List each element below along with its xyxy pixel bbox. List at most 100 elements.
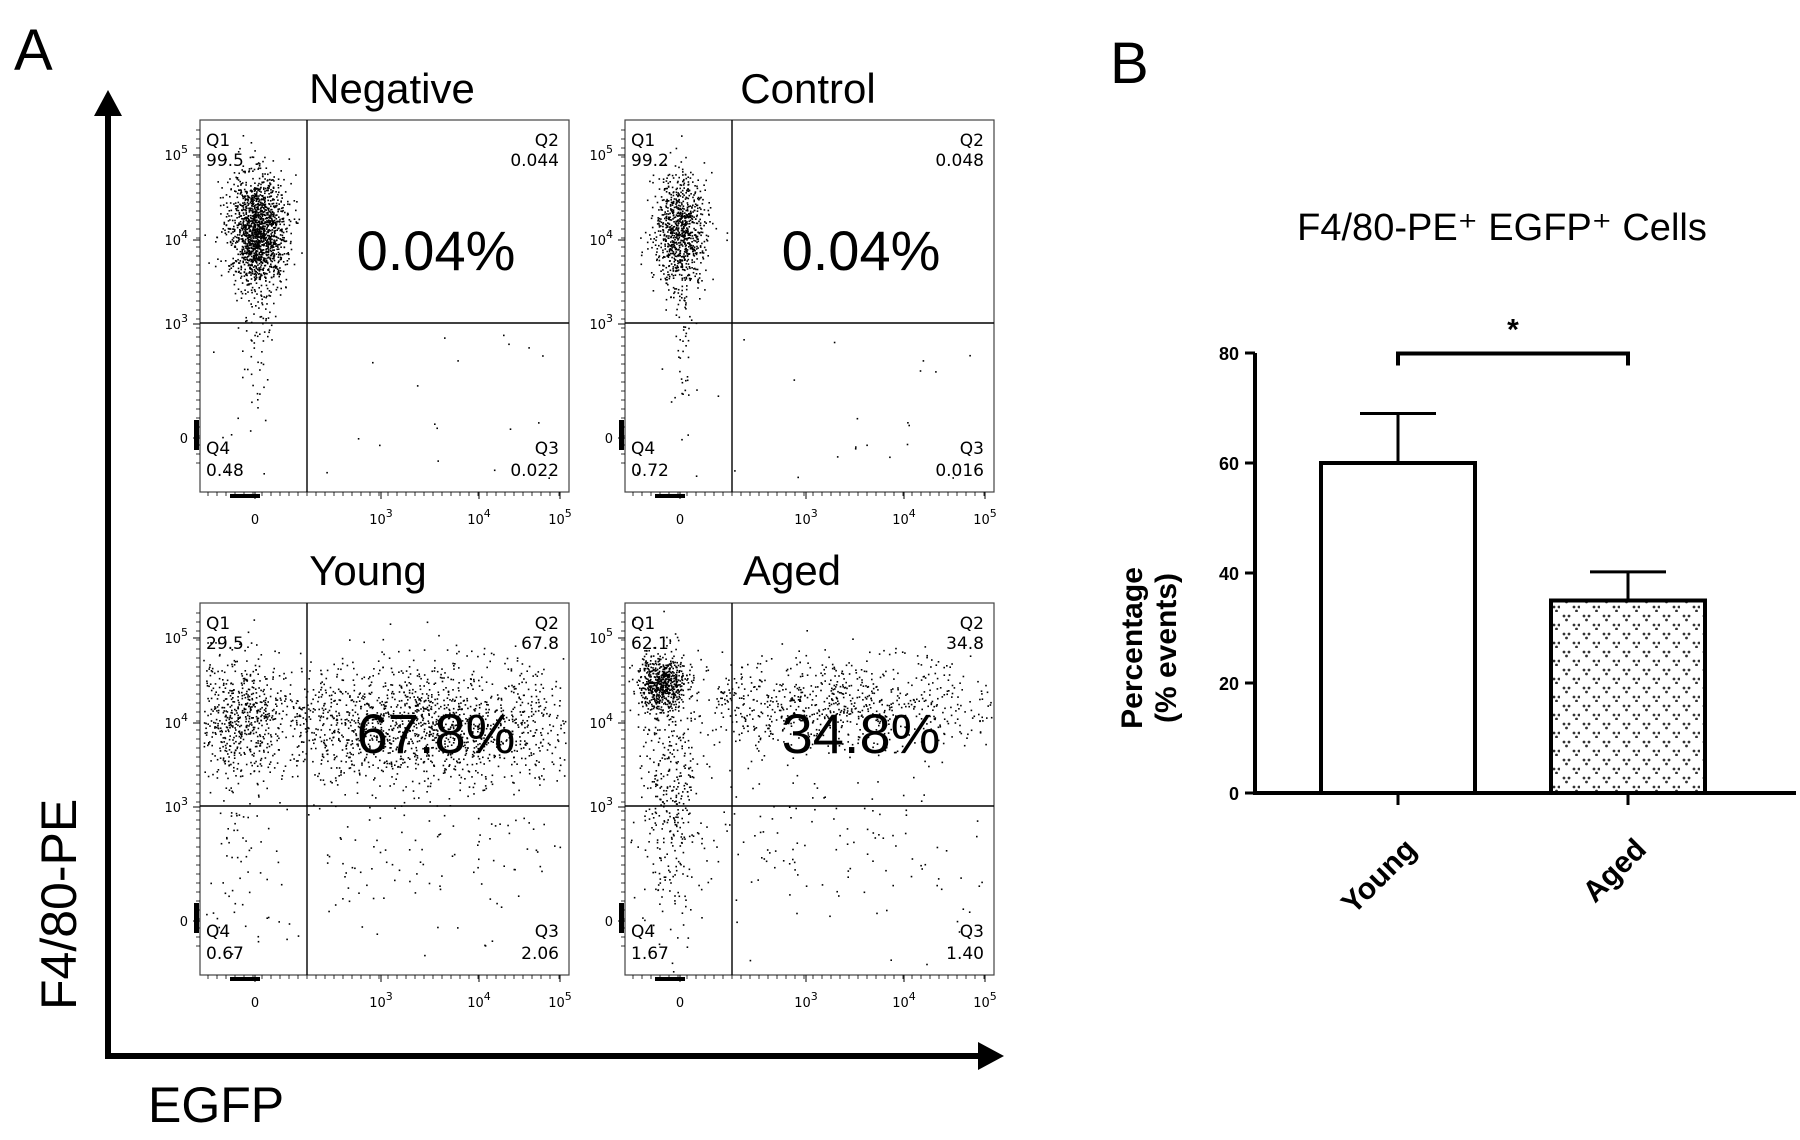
x-tick-label: 105 <box>548 507 572 528</box>
bar-y-tick-label: 60 <box>1219 454 1239 474</box>
y-tick-label: 103 <box>164 312 188 333</box>
q2-label: Q2 <box>960 614 984 634</box>
y-tick-label: 0 <box>605 432 613 447</box>
y-tick-label: 105 <box>589 626 613 647</box>
event-dots <box>637 135 971 479</box>
significance-star: * <box>1507 314 1519 347</box>
q1-label: Q1 <box>206 131 230 151</box>
event-dots <box>204 135 550 479</box>
q3-value: 1.40 <box>946 944 984 964</box>
q2-label: Q2 <box>960 131 984 151</box>
q4-value: 0.67 <box>206 944 244 964</box>
q2-label: Q2 <box>535 614 559 634</box>
x-tick-label: 104 <box>892 990 916 1011</box>
egfp-axis-label: EGFP <box>148 1077 284 1133</box>
x-tick-label: 0 <box>676 996 684 1011</box>
y-tick-label: 105 <box>589 143 613 164</box>
q4-label: Q4 <box>631 439 655 459</box>
bar-young <box>1319 461 1477 795</box>
q1-value: 29.5 <box>206 634 244 654</box>
q3-label: Q3 <box>960 922 984 942</box>
event-dots <box>628 610 993 973</box>
panel-b-label: B <box>1110 31 1149 96</box>
y-tick-label: 103 <box>589 795 613 816</box>
x-tick-label: 0 <box>251 513 259 528</box>
q2-value: 0.044 <box>510 151 559 171</box>
bar-aged <box>1549 598 1707 795</box>
x-tick-label: 103 <box>794 507 818 528</box>
y-tick-label: 104 <box>589 228 613 249</box>
y-tick-label: 103 <box>164 795 188 816</box>
panel-a-axes <box>94 90 1004 1070</box>
bar-y-label-line1: Percentage <box>1116 567 1149 729</box>
x-tick-label: 104 <box>892 507 916 528</box>
q1-value: 99.2 <box>631 151 669 171</box>
q4-label: Q4 <box>206 439 230 459</box>
x-tick-label: 0 <box>251 996 259 1011</box>
flow-plot-title: Aged <box>743 547 841 594</box>
q4-label: Q4 <box>631 922 655 942</box>
q3-label: Q3 <box>960 439 984 459</box>
x-tick-label: 103 <box>369 507 393 528</box>
y-tick-label: 104 <box>164 711 188 732</box>
y-tick-label: 103 <box>589 312 613 333</box>
bar-x-label-young: Young <box>1335 833 1423 921</box>
q4-value: 1.67 <box>631 944 669 964</box>
bar-y-tick-label: 0 <box>1229 784 1239 804</box>
bar-y-tick-label: 80 <box>1219 344 1239 364</box>
q4-label: Q4 <box>206 922 230 942</box>
bar-x-label-aged: Aged <box>1577 833 1653 909</box>
q2-percent-callout: 34.8% <box>782 702 941 765</box>
q1-label: Q1 <box>206 614 230 634</box>
x-tick-label: 104 <box>467 990 491 1011</box>
x-tick-label: 104 <box>467 507 491 528</box>
y-axis-arrowhead <box>94 90 122 116</box>
x-axis-arrowhead <box>978 1042 1004 1070</box>
y-tick-label: 104 <box>164 228 188 249</box>
q1-label: Q1 <box>631 131 655 151</box>
q1-label: Q1 <box>631 614 655 634</box>
x-tick-label: 105 <box>973 990 997 1011</box>
y-tick-label: 105 <box>164 143 188 164</box>
q2-value: 67.8 <box>521 634 559 654</box>
x-tick-label: 0 <box>676 513 684 528</box>
event-dots <box>203 619 567 959</box>
q3-value: 0.022 <box>510 461 559 481</box>
x-tick-label: 105 <box>548 990 572 1011</box>
bar-chart-title: F4/80-PE⁺ EGFP⁺ Cells <box>1297 207 1707 249</box>
q2-value: 34.8 <box>946 634 984 654</box>
q2-percent-callout: 67.8% <box>357 702 516 765</box>
q3-label: Q3 <box>535 922 559 942</box>
flow-plot-title: Negative <box>309 65 475 112</box>
panel-a-label: A <box>14 18 53 83</box>
flow-plot-frame <box>199 119 570 493</box>
x-tick-label: 103 <box>794 990 818 1011</box>
bar-y-label-line2: (% events) <box>1150 573 1183 723</box>
flow-plot-frame <box>624 119 995 493</box>
q1-value: 99.5 <box>206 151 244 171</box>
q3-value: 2.06 <box>521 944 559 964</box>
q2-value: 0.048 <box>935 151 984 171</box>
y-tick-label: 0 <box>180 432 188 447</box>
flow-plot-title: Control <box>740 65 875 112</box>
q2-percent-callout: 0.04% <box>357 219 516 282</box>
flow-plot-frame <box>624 602 995 976</box>
q4-value: 0.48 <box>206 461 244 481</box>
bar-y-tick-label: 20 <box>1219 674 1239 694</box>
q2-percent-callout: 0.04% <box>782 219 941 282</box>
q1-value: 62.1 <box>631 634 669 654</box>
significance-bracket <box>1396 351 1630 366</box>
q3-value: 0.016 <box>935 461 984 481</box>
y-tick-label: 104 <box>589 711 613 732</box>
q3-label: Q3 <box>535 439 559 459</box>
flow-plot-frame <box>199 602 570 976</box>
flow-plots: NegativeQ199.5Q20.044Q30.022Q40.480.04%1… <box>164 65 996 1011</box>
bar-y-tick-label: 40 <box>1219 564 1239 584</box>
x-tick-label: 103 <box>369 990 393 1011</box>
y-tick-label: 0 <box>605 915 613 930</box>
